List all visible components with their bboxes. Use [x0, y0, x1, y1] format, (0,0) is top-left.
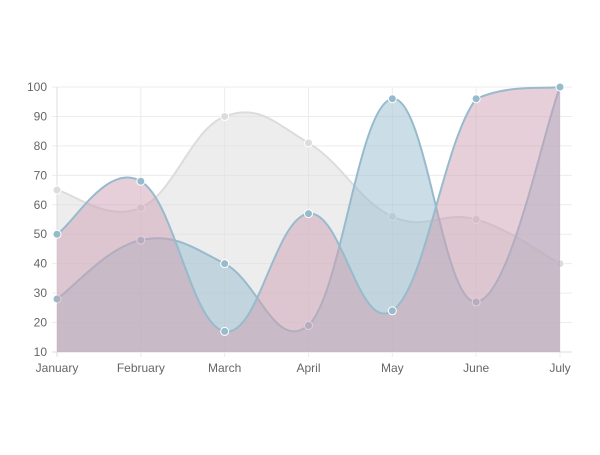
y-tick-label: 40 — [34, 257, 48, 271]
series-layer — [52, 82, 565, 352]
data-point — [136, 176, 146, 186]
y-tick-label: 50 — [34, 227, 48, 241]
data-point — [220, 259, 230, 269]
y-tick-label: 100 — [27, 80, 47, 94]
y-tick-label: 10 — [34, 345, 48, 359]
data-point — [387, 306, 397, 316]
data-point — [304, 209, 313, 219]
x-tick-label: January — [36, 361, 79, 375]
y-tick-label: 60 — [34, 198, 48, 212]
data-point — [555, 82, 565, 92]
data-point — [220, 111, 230, 121]
data-point — [52, 185, 62, 195]
x-tick-label: April — [296, 361, 320, 375]
x-tick-label: July — [549, 361, 570, 375]
y-tick-label: 90 — [34, 109, 48, 123]
data-point — [471, 94, 481, 104]
y-tick-label: 80 — [34, 139, 48, 153]
axes: 10 20 30 40 50 60 70 80 90 100 January February Marc… — [27, 80, 571, 375]
x-tick-label: June — [463, 361, 489, 375]
series-3 — [52, 82, 565, 352]
x-tick-label: February — [117, 361, 165, 375]
data-point — [304, 138, 313, 148]
series-area — [57, 87, 560, 352]
y-tick-label: 30 — [34, 286, 48, 300]
y-tick-label: 70 — [34, 168, 48, 182]
data-point — [387, 94, 397, 104]
x-tick-label: March — [208, 361, 241, 375]
data-point — [220, 326, 230, 336]
data-point — [52, 229, 62, 239]
y-tick-label: 20 — [34, 316, 48, 330]
x-tick-label: May — [381, 361, 404, 375]
